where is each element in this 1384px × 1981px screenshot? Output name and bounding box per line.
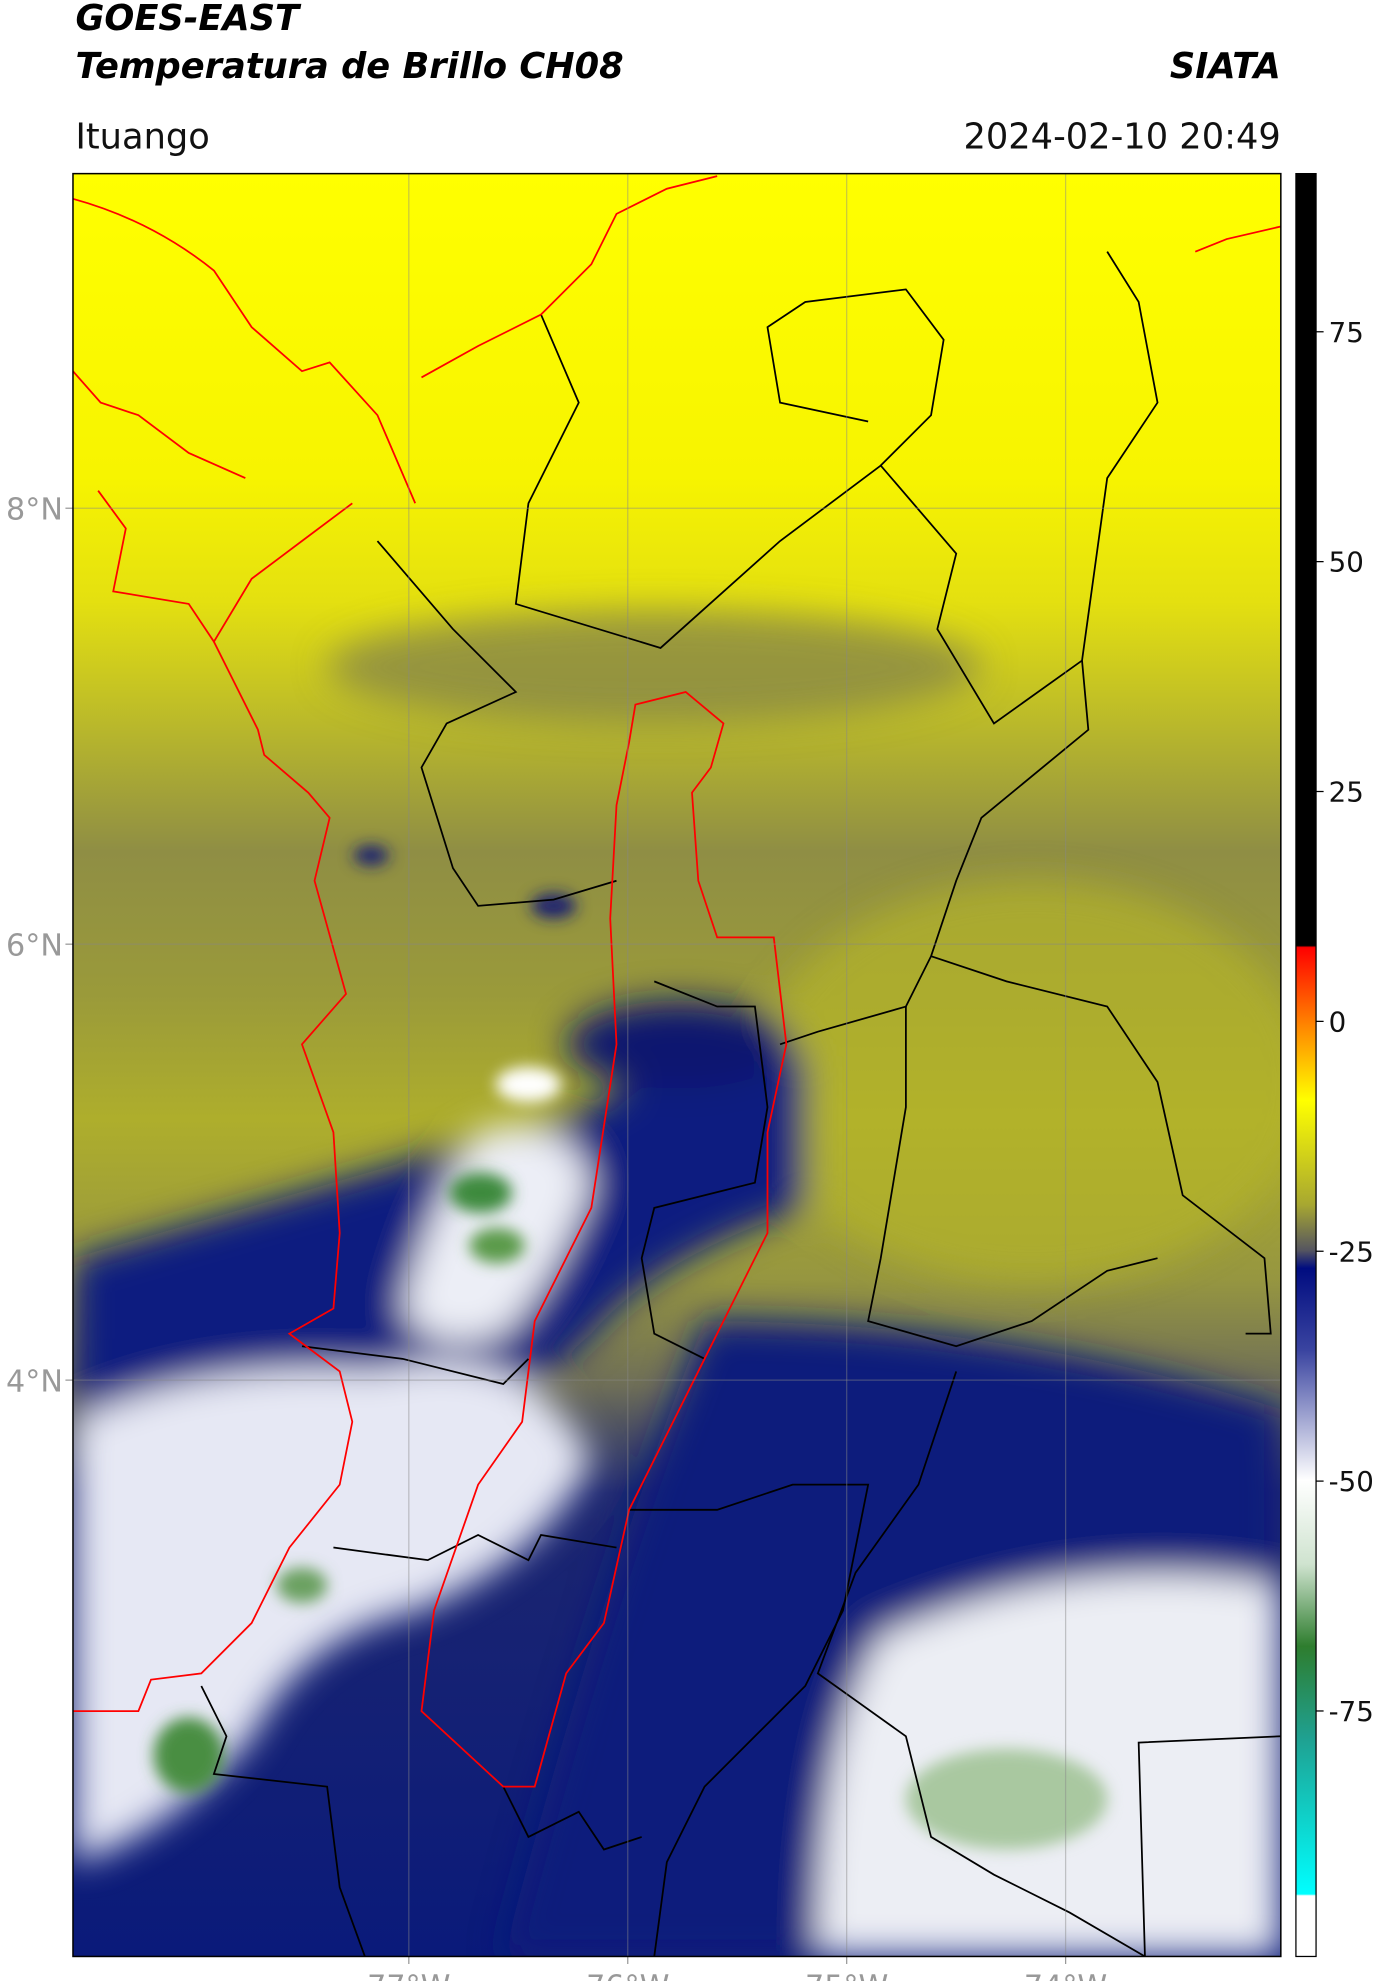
- title: GOES-EAST: [75, 0, 302, 39]
- colorbar-tick-label: -75: [1329, 1695, 1374, 1728]
- lat-tick-label: 4°N: [6, 1364, 63, 1399]
- subtitle: Temperatura de Brillo CH08: [75, 46, 623, 87]
- colorbar-tick-label: -50: [1329, 1465, 1374, 1498]
- colorbar: [1295, 172, 1317, 1958]
- lon-tick-label: 76°W: [586, 1970, 669, 1981]
- lat-tick-label: 6°N: [6, 929, 63, 964]
- lon-tick-label: 77°W: [367, 1970, 450, 1981]
- admin-borders: [200, 251, 1281, 1957]
- colorbar-tick-label: 0: [1329, 1005, 1347, 1038]
- colorbar-tick-label: 25: [1329, 776, 1364, 809]
- satellite-image: [72, 173, 1281, 1957]
- coast-and-boundary: [72, 175, 1281, 1788]
- lon-tick-label: 75°W: [805, 1970, 888, 1981]
- source: SIATA: [1170, 46, 1281, 87]
- colorbar-tick-label: 50: [1329, 546, 1364, 579]
- graticule: 8°N 6°N 4°N 77°W 76°W 75°W 74°W: [6, 173, 1281, 1981]
- colorbar-tick-label: 75: [1329, 316, 1364, 349]
- map-frame: [72, 172, 1282, 1958]
- lon-tick-label: 74°W: [1024, 1970, 1107, 1981]
- colorbar-tick-label: -25: [1329, 1235, 1374, 1268]
- lat-tick-label: 8°N: [6, 493, 63, 528]
- location: Ituango: [75, 116, 209, 157]
- timestamp: 2024-02-10 20:49: [963, 116, 1280, 157]
